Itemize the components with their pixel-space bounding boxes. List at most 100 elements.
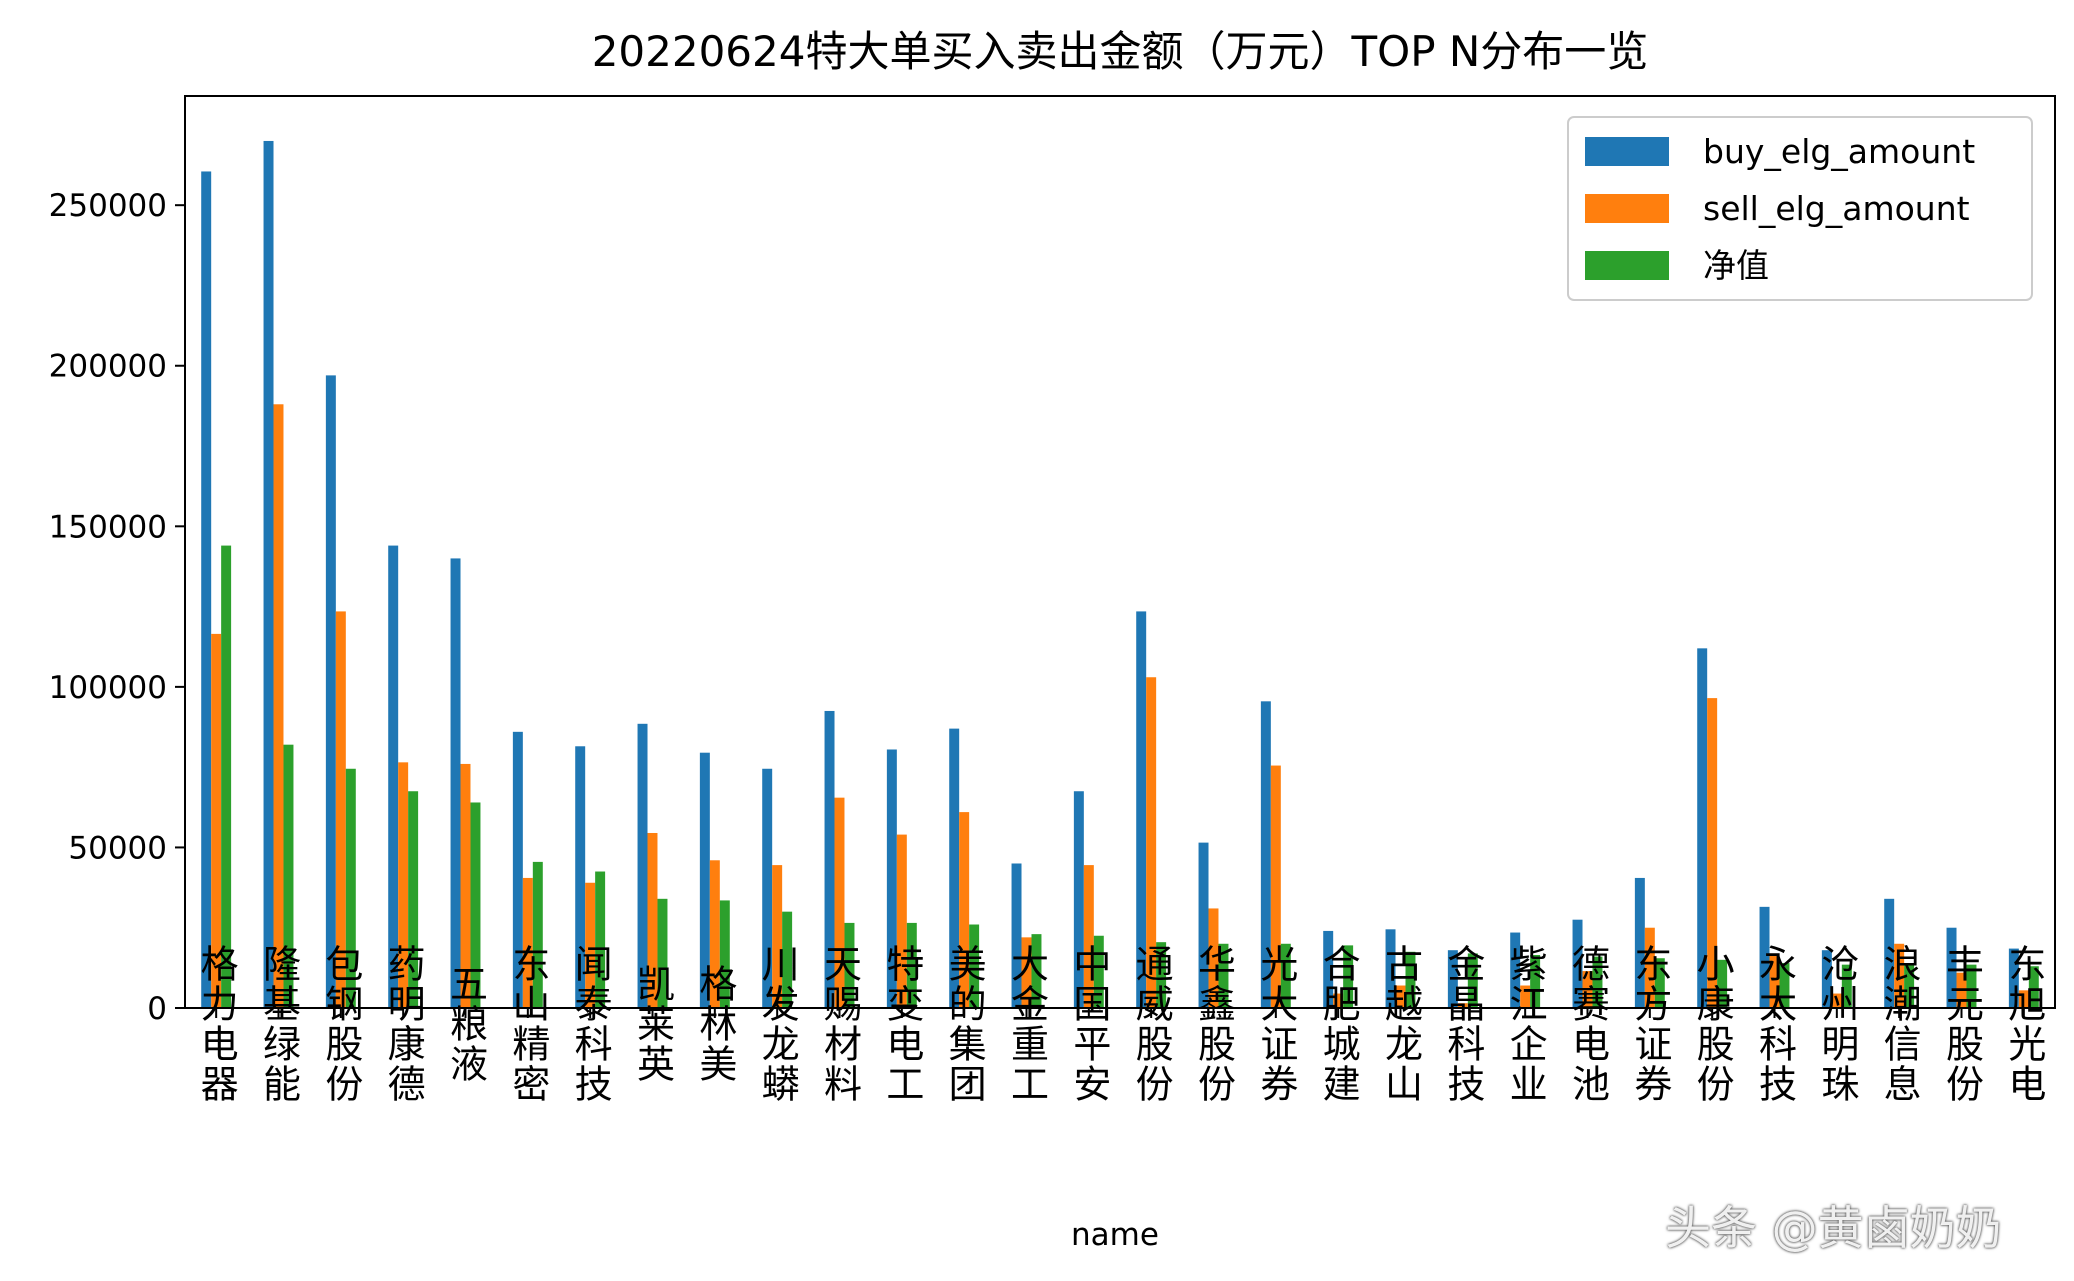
bar-sellelgamount-4	[460, 763, 471, 1008]
bar-sellelgamount-24	[1707, 698, 1718, 1008]
x-tick-label: 金晶科技	[1441, 944, 1485, 1104]
bar--0	[221, 545, 232, 1008]
bar-sellelgamount-29	[2018, 990, 2029, 1008]
bar-buyelgamount-11	[886, 749, 897, 1008]
bar-buyelgamount-25	[1759, 906, 1770, 1008]
bar-buyelgamount-9	[762, 768, 773, 1008]
x-tick-label: 药明康德	[381, 944, 425, 1104]
bar-buyelgamount-12	[949, 728, 960, 1008]
bar-sellelgamount-15	[1146, 677, 1157, 1008]
x-tick-label: 东方证券	[1628, 944, 1672, 1104]
bar--26	[1841, 964, 1852, 1008]
bar-sellelgamount-19	[1395, 985, 1406, 1008]
bar--9	[782, 911, 793, 1008]
x-tick-label: 特变电工	[880, 944, 924, 1104]
legend-label-0: buy_elg_amount	[1703, 132, 1975, 171]
bar-sellelgamount-7	[647, 832, 658, 1008]
y-tick-label: 250000	[49, 188, 167, 224]
bar--24	[1717, 959, 1728, 1008]
x-tick-label: 美的集团	[942, 944, 986, 1104]
bar-buyelgamount-0	[201, 171, 212, 1008]
x-tick-label: 东山精密	[506, 944, 550, 1104]
bar-sellelgamount-14	[1083, 865, 1094, 1008]
x-tick-label: 中国平安	[1067, 944, 1111, 1104]
bar-buyelgamount-18	[1323, 930, 1334, 1008]
bar--16	[1218, 943, 1229, 1008]
bar--6	[595, 871, 606, 1008]
bar-buyelgamount-27	[1884, 898, 1895, 1008]
watermark-text: 头条 @黄鹵奶奶	[1665, 1201, 2002, 1255]
x-tick-label: 丰元股份	[1940, 944, 1984, 1104]
bar-buyelgamount-24	[1697, 648, 1708, 1008]
bar-buyelgamount-3	[388, 545, 399, 1008]
legend-label-1: sell_elg_amount	[1703, 189, 1970, 228]
bar--15	[1156, 942, 1167, 1008]
bar-buyelgamount-28	[1946, 927, 1957, 1008]
bar-buyelgamount-26	[1821, 950, 1832, 1008]
bar-sellelgamount-22	[1582, 971, 1593, 1008]
bar-sellelgamount-3	[398, 762, 409, 1008]
bar-buyelgamount-4	[450, 558, 461, 1008]
bar-sellelgamount-5	[522, 877, 533, 1008]
bar--21	[1530, 955, 1541, 1008]
bar-sellelgamount-20	[1457, 1003, 1468, 1008]
x-tick-label: 德赛电池	[1566, 944, 1610, 1104]
bar--19	[1405, 951, 1416, 1008]
x-tick-label: 隆基绿能	[257, 944, 301, 1104]
x-tick-label: 合肥城建	[1316, 944, 1360, 1104]
bar-sellelgamount-12	[959, 812, 970, 1008]
x-tick-label: 格林美	[693, 964, 737, 1084]
legend-label-2: 净值	[1703, 246, 1769, 285]
bar--29	[2028, 966, 2039, 1008]
bar-buyelgamount-21	[1510, 932, 1521, 1008]
x-tick-label: 光大证券	[1254, 944, 1298, 1104]
plot-frame	[184, 95, 2056, 1009]
bar--27	[1904, 963, 1915, 1008]
bar-buyelgamount-19	[1385, 929, 1396, 1008]
bar-sellelgamount-13	[1021, 937, 1032, 1008]
bar--7	[657, 898, 668, 1008]
y-tick-label: 100000	[49, 670, 167, 706]
x-tick-label: 小康股份	[1690, 944, 1734, 1104]
x-tick-label: 通威股份	[1129, 944, 1173, 1104]
bar--14	[1093, 935, 1104, 1008]
bar-buyelgamount-8	[699, 752, 710, 1008]
bar--5	[532, 861, 543, 1008]
bar--20	[1467, 953, 1478, 1008]
bar-sellelgamount-1	[273, 404, 284, 1008]
bar--3	[408, 791, 419, 1008]
x-tick-label: 紫江企业	[1503, 944, 1547, 1104]
bar-buyelgamount-16	[1198, 842, 1209, 1008]
x-tick-label: 闻泰科技	[568, 944, 612, 1104]
bar-buyelgamount-29	[2008, 948, 2019, 1008]
bar-sellelgamount-0	[211, 633, 222, 1008]
bar--11	[906, 922, 917, 1008]
bar-buyelgamount-10	[824, 710, 835, 1008]
y-tick-label: 0	[147, 991, 167, 1027]
bar-sellelgamount-23	[1644, 927, 1655, 1008]
bar--4	[470, 802, 481, 1008]
x-axis-label: name	[1071, 1217, 1159, 1253]
x-tick-label: 永太科技	[1753, 944, 1797, 1104]
bar--22	[1592, 956, 1603, 1008]
bar--28	[1966, 964, 1977, 1008]
bar-buyelgamount-7	[637, 723, 648, 1008]
bar--17	[1280, 943, 1291, 1008]
bar-buyelgamount-2	[325, 375, 336, 1008]
bar--13	[1031, 934, 1042, 1008]
bar-sellelgamount-25	[1769, 953, 1780, 1008]
bar-sellelgamount-21	[1520, 985, 1531, 1008]
x-tick-label: 川发龙蟒	[755, 944, 799, 1104]
y-tick-label: 200000	[49, 349, 167, 385]
x-tick-label: 浪潮信息	[1877, 944, 1921, 1104]
bar-sellelgamount-17	[1270, 765, 1281, 1008]
bar-buyelgamount-5	[512, 731, 523, 1008]
bar-sellelgamount-6	[585, 882, 596, 1008]
bar--12	[969, 924, 980, 1008]
bar-buyelgamount-6	[575, 746, 586, 1008]
x-tick-label: 华鑫股份	[1192, 944, 1236, 1104]
bar-sellelgamount-28	[1956, 972, 1967, 1008]
legend-swatch-0	[1585, 137, 1669, 166]
bar-buyelgamount-23	[1634, 877, 1645, 1008]
